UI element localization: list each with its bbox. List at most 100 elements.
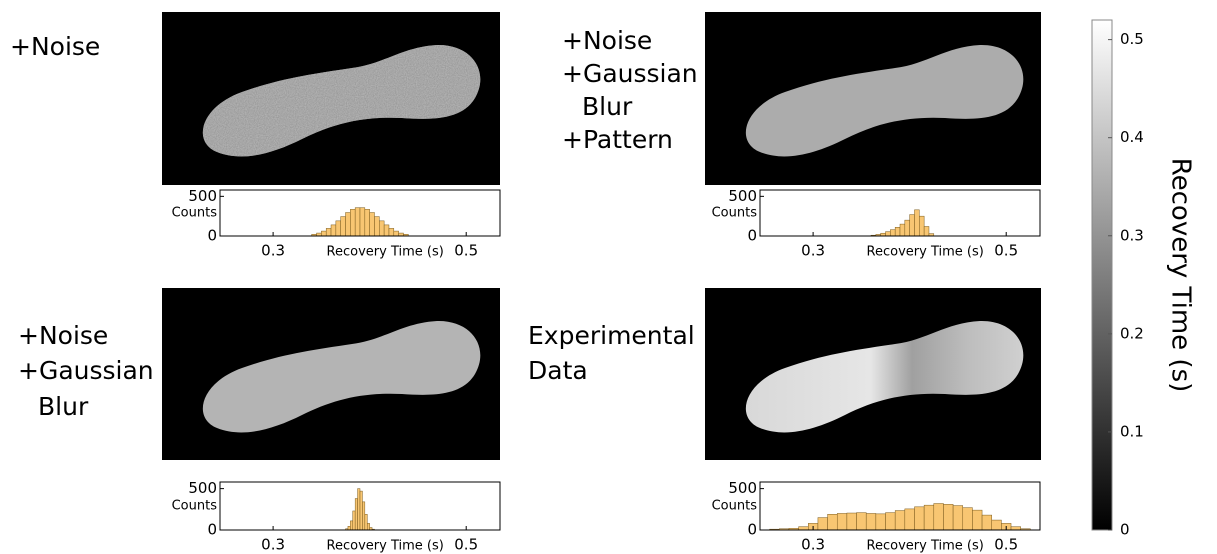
hist-bar bbox=[346, 213, 351, 236]
colorbar-tick-label: 0 bbox=[1120, 521, 1130, 539]
hist-bar bbox=[336, 221, 341, 236]
hist-bar bbox=[360, 208, 365, 236]
hist-bar bbox=[886, 232, 891, 236]
hist-bar bbox=[326, 228, 331, 236]
hist-bar bbox=[365, 514, 367, 530]
hist-bar bbox=[355, 499, 357, 530]
y-tick-label: 0 bbox=[747, 227, 757, 245]
panel-label: +Noise bbox=[562, 26, 652, 55]
colorbar-tick-label: 0.2 bbox=[1120, 324, 1144, 342]
hist-bar bbox=[379, 221, 384, 236]
x-axis-label: Recovery Time (s) bbox=[867, 245, 984, 260]
panel-label: +Noise bbox=[18, 321, 108, 350]
colorbar bbox=[1092, 20, 1112, 530]
hist-bar bbox=[992, 520, 1002, 530]
x-tick-label: 0.3 bbox=[261, 536, 285, 554]
panel-label: Blur bbox=[38, 392, 89, 421]
hist-bar bbox=[350, 521, 352, 530]
image-panel bbox=[705, 288, 1041, 460]
hist-bar bbox=[367, 523, 369, 530]
hist-bar bbox=[362, 502, 364, 530]
image-panel bbox=[162, 288, 500, 460]
colorbar-tick-label: 0.4 bbox=[1120, 128, 1144, 146]
hist-bar bbox=[895, 227, 900, 236]
x-axis-label: Recovery Time (s) bbox=[867, 539, 984, 554]
x-tick-label: 0.3 bbox=[261, 242, 285, 260]
hist-bar bbox=[943, 504, 953, 530]
hist-bar bbox=[358, 489, 360, 530]
panel-label: Blur bbox=[582, 92, 633, 121]
y-tick-label: 500 bbox=[728, 187, 757, 205]
hist-bar bbox=[857, 513, 867, 530]
y-tick-label: 500 bbox=[728, 479, 757, 497]
panel-label: +Pattern bbox=[562, 125, 673, 154]
hist-bar bbox=[828, 514, 838, 530]
hist-bar bbox=[360, 491, 362, 530]
x-tick-label: 0.5 bbox=[994, 536, 1018, 554]
x-tick-label: 0.3 bbox=[801, 536, 825, 554]
hist-bar bbox=[886, 513, 896, 530]
y-tick-label: 500 bbox=[188, 479, 217, 497]
hist-bar bbox=[331, 225, 336, 236]
hist-bar bbox=[350, 209, 355, 236]
hist-bar bbox=[953, 506, 963, 530]
hist-bar bbox=[924, 505, 934, 530]
x-axis-label: Recovery Time (s) bbox=[327, 539, 444, 554]
panel-label: +Noise bbox=[10, 32, 100, 61]
y-axis-label: Counts bbox=[172, 206, 218, 221]
hist-bar bbox=[847, 513, 857, 530]
hist-bar bbox=[353, 511, 355, 530]
y-axis-label: Counts bbox=[712, 206, 758, 221]
figure: +Noise +Noise +Gaussian Blur +Pattern +Noise +… bbox=[0, 0, 1217, 554]
hist-bar bbox=[837, 513, 847, 530]
y-axis-label: Counts bbox=[712, 499, 758, 514]
x-axis-label: Recovery Time (s) bbox=[327, 245, 444, 260]
x-tick-label: 0.5 bbox=[454, 242, 478, 260]
hist-bar bbox=[384, 225, 389, 236]
hist-bar bbox=[370, 213, 375, 236]
hist-bar bbox=[905, 509, 915, 530]
hist-bar bbox=[910, 215, 915, 236]
colorbar-tick-label: 0.1 bbox=[1120, 422, 1144, 440]
hist-bar bbox=[914, 507, 924, 530]
image-panel bbox=[162, 12, 500, 185]
y-tick-label: 500 bbox=[188, 187, 217, 205]
y-tick-label: 0 bbox=[207, 227, 217, 245]
hist-bar bbox=[890, 230, 895, 236]
colorbar-tick-label: 0.3 bbox=[1120, 226, 1144, 244]
hist-bar bbox=[972, 510, 982, 530]
hist-bar bbox=[963, 508, 973, 530]
panel-label: Experimental bbox=[528, 321, 695, 350]
image-panel bbox=[705, 12, 1041, 185]
hist-bar bbox=[895, 511, 905, 530]
x-tick-label: 0.5 bbox=[454, 536, 478, 554]
hist-bar bbox=[374, 217, 379, 236]
y-tick-label: 0 bbox=[747, 521, 757, 539]
hist-bar bbox=[348, 526, 350, 530]
panel-label: +Gaussian bbox=[18, 356, 154, 385]
hist-bar bbox=[876, 514, 886, 530]
hist-bar bbox=[900, 224, 905, 236]
panel-label: Data bbox=[528, 356, 588, 385]
hist-bar bbox=[982, 515, 992, 530]
x-tick-label: 0.5 bbox=[994, 242, 1018, 260]
hist-bar bbox=[341, 217, 346, 236]
hist-bar bbox=[934, 504, 944, 530]
y-tick-label: 0 bbox=[207, 521, 217, 539]
hist-bar bbox=[919, 216, 924, 236]
hist-bar bbox=[389, 228, 394, 236]
hist-bar bbox=[905, 220, 910, 236]
y-axis-label: Counts bbox=[172, 499, 218, 514]
hist-bar bbox=[818, 518, 828, 530]
colorbar-label: Recovery Time (s) bbox=[1166, 158, 1196, 393]
hist-bar bbox=[914, 210, 919, 236]
hist-bar bbox=[355, 208, 360, 236]
hist-bar bbox=[924, 226, 929, 236]
colorbar-tick-label: 0.5 bbox=[1120, 30, 1144, 48]
hist-bar bbox=[394, 231, 399, 236]
panel-label: +Gaussian bbox=[562, 59, 698, 88]
hist-bar bbox=[365, 209, 370, 236]
x-tick-label: 0.3 bbox=[801, 242, 825, 260]
hist-bar bbox=[866, 513, 876, 530]
hist-bar bbox=[321, 231, 326, 236]
